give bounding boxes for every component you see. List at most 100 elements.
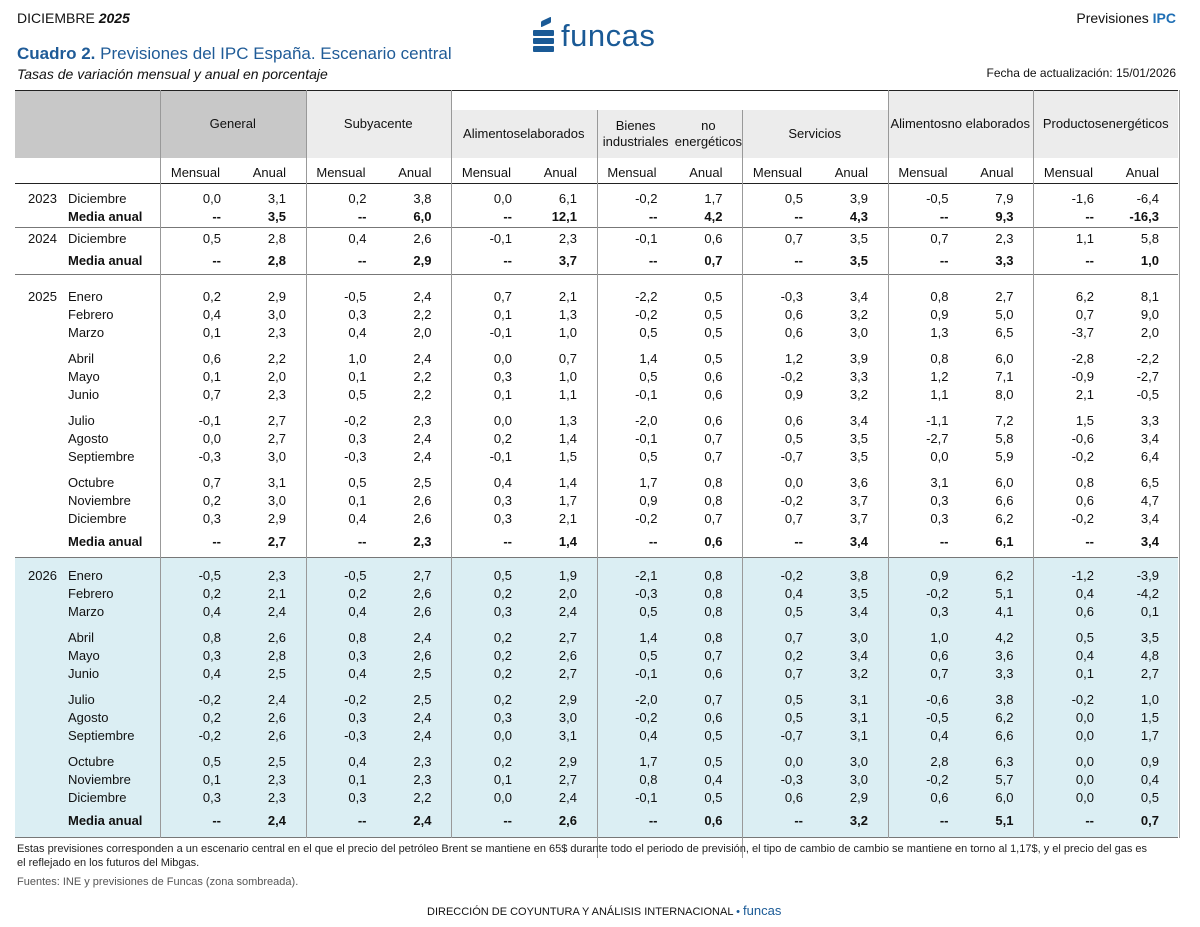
- cell-mensual: 0,7: [784, 231, 803, 246]
- cell-anual: 2,7: [558, 630, 577, 645]
- cell-anual: 1,9: [558, 568, 577, 583]
- cell-anual: 2,7: [1140, 666, 1159, 681]
- cell-mensual: --: [1085, 253, 1094, 268]
- cell-anual: 2,7: [558, 772, 577, 787]
- cell-mensual: 0,3: [348, 790, 367, 805]
- cell-anual: 2,2: [413, 307, 432, 322]
- cell-mensual: 0,5: [1075, 630, 1094, 645]
- cell-anual: 0,5: [704, 307, 723, 322]
- cell-mensual: -1,1: [926, 413, 949, 428]
- cell-mensual: -0,3: [344, 728, 367, 743]
- cell-anual: 1,7: [1140, 728, 1159, 743]
- cell-mensual: -2,1: [635, 568, 658, 583]
- cell-anual: 5,1: [995, 813, 1014, 828]
- cell-mensual: 0,3: [202, 790, 221, 805]
- cell-anual: 2,4: [413, 449, 432, 464]
- cell-anual: 2,9: [267, 511, 286, 526]
- sources-note: Fuentes: INE y previsiones de Funcas (zo…: [17, 876, 299, 888]
- group-header-text: Alimentos: [463, 126, 521, 141]
- cell-anual: 6,6: [995, 728, 1014, 743]
- cell-anual: 0,9: [1140, 754, 1159, 769]
- cell-mensual: -0,2: [344, 413, 367, 428]
- cell-anual: 3,1: [849, 710, 868, 725]
- cell-anual: 9,3: [995, 209, 1014, 224]
- cell-anual: 1,0: [558, 325, 577, 340]
- cell-anual: 2,7: [413, 568, 432, 583]
- cell-anual: 2,7: [267, 534, 286, 549]
- cell-mensual: 0,3: [348, 710, 367, 725]
- cell-anual: 0,5: [704, 325, 723, 340]
- table-row: Septiembre -0,3 3,0 -0,3 2,4 -0,1 1,5 0,5 0,7 -0,…: [15, 448, 1178, 466]
- cell-anual: -6,4: [1136, 191, 1159, 206]
- cell-anual: 2,0: [413, 325, 432, 340]
- cell-mensual: 0,0: [493, 790, 512, 805]
- cell-mensual: 0,2: [493, 692, 512, 707]
- subheader-mensual: Mensual: [170, 165, 220, 180]
- cell-mensual: --: [503, 253, 512, 268]
- cell-anual: 3,0: [849, 630, 868, 645]
- cell-anual: 2,4: [267, 692, 286, 707]
- cell-mensual: --: [212, 253, 221, 268]
- cell-anual: 0,6: [704, 710, 723, 725]
- cell-mensual: 0,2: [202, 710, 221, 725]
- column-divider-overlay: [305, 183, 307, 838]
- header-background-components: [451, 110, 888, 158]
- cell-mensual: 0,2: [784, 648, 803, 663]
- cell-anual: 2,3: [267, 325, 286, 340]
- cell-anual: 3,0: [267, 493, 286, 508]
- cell-mensual: 1,2: [930, 369, 949, 384]
- cell-anual: 3,0: [849, 772, 868, 787]
- cell-anual: 0,7: [704, 449, 723, 464]
- cell-anual: 5,8: [995, 431, 1014, 446]
- cell-mensual: 2,8: [930, 754, 949, 769]
- cell-anual: 2,3: [413, 534, 432, 549]
- subheader-anual: Anual: [543, 165, 577, 180]
- cell-anual: 5,0: [995, 307, 1014, 322]
- cell-mensual: -0,2: [635, 307, 658, 322]
- cell-mensual: 1,2: [784, 351, 803, 366]
- cell-anual: 2,1: [558, 511, 577, 526]
- cell-mensual: -0,5: [926, 710, 949, 725]
- cell-mensual: -0,7: [780, 449, 803, 464]
- cell-mensual: 0,4: [202, 666, 221, 681]
- cell-mensual: 0,7: [784, 630, 803, 645]
- row-month: Julio: [68, 692, 95, 707]
- subheader-anual: Anual: [252, 165, 286, 180]
- table-row: Febrero 0,4 3,0 0,3 2,2 0,1 1,3 -0,2 0,5 0,6 3,2 0,…: [15, 306, 1178, 324]
- cell-mensual: 0,6: [1075, 604, 1094, 619]
- cell-anual: 2,5: [267, 666, 286, 681]
- cell-mensual: --: [794, 253, 803, 268]
- cell-anual: 6,1: [558, 191, 577, 206]
- cell-anual: 2,6: [558, 813, 577, 828]
- column-group-header: Bienes industriales no energéticos: [597, 110, 742, 158]
- cell-anual: 0,7: [1140, 813, 1159, 828]
- cell-mensual: -0,1: [489, 449, 512, 464]
- cell-mensual: 0,1: [1075, 666, 1094, 681]
- cell-anual: 3,4: [1140, 431, 1159, 446]
- cell-anual: 2,4: [413, 351, 432, 366]
- table-row: Media anual -- 3,5 -- 6,0 -- 12,1 -- 4,2 -- 4,3 -- 9…: [15, 208, 1178, 226]
- table-row: Diciembre 0,3 2,3 0,3 2,2 0,0 2,4 -0,1 0,5 0,6 2,9…: [15, 789, 1178, 807]
- cell-mensual: 0,8: [348, 630, 367, 645]
- cell-anual: 3,3: [849, 369, 868, 384]
- cell-anual: 3,3: [995, 253, 1014, 268]
- cell-mensual: -0,2: [780, 568, 803, 583]
- cell-mensual: -0,2: [926, 586, 949, 601]
- cell-anual: 2,6: [413, 586, 432, 601]
- subheader-anual: Anual: [1125, 165, 1159, 180]
- cell-anual: 6,2: [995, 568, 1014, 583]
- cell-mensual: -0,6: [1071, 431, 1094, 446]
- cell-anual: 2,3: [413, 413, 432, 428]
- cell-anual: 0,7: [704, 431, 723, 446]
- table-row: Junio 0,7 2,3 0,5 2,2 0,1 1,1 -0,1 0,6 0,9 3,2 1,1 8…: [15, 386, 1178, 404]
- cell-mensual: 0,3: [493, 369, 512, 384]
- subheader-anual: Anual: [834, 165, 868, 180]
- cell-anual: 0,7: [704, 253, 723, 268]
- cell-anual: 2,5: [413, 666, 432, 681]
- cell-mensual: 0,5: [784, 710, 803, 725]
- cell-anual: 0,4: [704, 772, 723, 787]
- cell-anual: 3,2: [849, 813, 868, 828]
- cell-anual: 2,3: [995, 231, 1014, 246]
- cell-mensual: 0,9: [639, 493, 658, 508]
- cell-mensual: 0,0: [493, 728, 512, 743]
